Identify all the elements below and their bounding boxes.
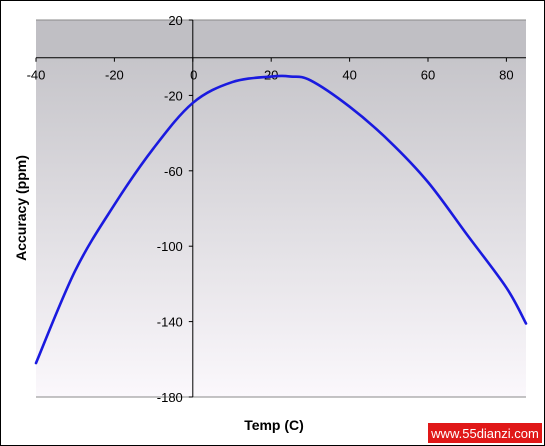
series-line	[34, 74, 528, 365]
y-tick-label: -60	[164, 164, 183, 179]
plot-background	[36, 20, 526, 397]
y-axis-ticks: 20 -20 -60 -100 -140 -180	[157, 13, 193, 405]
y-tick-label: -20	[164, 88, 183, 103]
x-axis-title: Temp (C)	[244, 417, 304, 433]
x-tick-label: 60	[421, 68, 435, 83]
y-tick-label: -100	[157, 239, 183, 254]
x-tick-label: -20	[105, 68, 124, 83]
y-tick-label: -140	[157, 315, 183, 330]
x-tick-label: 80	[499, 68, 513, 83]
x-tick-label: 20	[264, 68, 278, 83]
watermark: www.55dianzi.com	[428, 423, 542, 443]
plot-area	[36, 19, 526, 398]
x-tick-label: 40	[342, 68, 356, 83]
x-tick-label: -40	[27, 68, 46, 83]
x-tick-label: 0	[190, 68, 197, 83]
y-axis-title: Accuracy (ppm)	[13, 155, 29, 261]
watermark-text: www.55dianzi.com	[430, 426, 539, 441]
y-tick-label: 20	[168, 13, 182, 28]
y-tick-label: -180	[157, 390, 183, 405]
positive-region-band	[36, 20, 526, 58]
watermark-badge	[428, 423, 542, 443]
x-axis-ticks: -40 -20 0 20 40 60 80	[27, 57, 514, 83]
